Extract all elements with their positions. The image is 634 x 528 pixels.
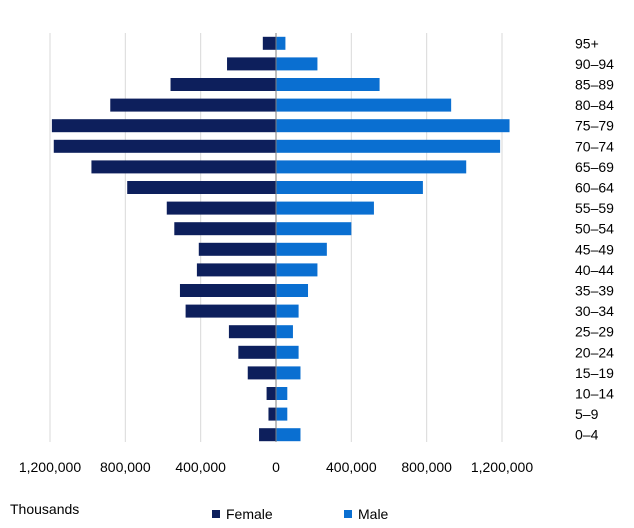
x-tick-label-4: 400,000 [326, 459, 377, 475]
bar-male-4 [276, 119, 510, 133]
x-tick-labels: 1,200,000 800,000 400,000 0 400,000 800,000 1,… [19, 459, 533, 475]
y-tick-label-16: 15–19 [575, 365, 614, 381]
bar-female-17 [266, 387, 276, 400]
bar-male-0 [276, 36, 286, 50]
bar-male-3 [276, 98, 452, 112]
bar-male-7 [276, 181, 423, 194]
bar-male-12 [276, 284, 309, 297]
bar-male-16 [276, 366, 301, 380]
bar-female-6 [91, 160, 276, 174]
bar-female-9 [174, 222, 276, 236]
bar-male-13 [276, 304, 299, 318]
bar-female-11 [196, 263, 276, 277]
bars [51, 36, 510, 442]
legend-swatch-female [212, 510, 220, 518]
bar-male-9 [276, 222, 352, 236]
y-tick-label-15: 20–24 [575, 344, 614, 360]
bar-female-4 [51, 119, 277, 133]
bar-male-14 [276, 325, 293, 339]
y-tick-label-19: 0–4 [575, 427, 599, 443]
x-tick-label-3: 0 [272, 459, 280, 475]
legend-swatch-male [344, 510, 352, 518]
y-tick-label-17: 10–14 [575, 386, 614, 402]
bar-female-13 [185, 304, 276, 318]
y-tick-label-0: 95+ [575, 35, 599, 51]
y-tick-label-9: 50–54 [575, 221, 614, 237]
bar-female-12 [179, 284, 276, 297]
units-label: Thousands [10, 501, 80, 517]
legend-item-female: Female [212, 506, 273, 522]
y-tick-label-11: 40–44 [575, 262, 614, 278]
y-tick-label-1: 90–94 [575, 56, 614, 72]
bar-female-19 [259, 428, 276, 442]
x-tick-label-6: 1,200,000 [471, 459, 533, 475]
bar-male-19 [276, 428, 301, 442]
x-tick-label-2: 400,000 [175, 459, 226, 475]
y-tick-label-14: 25–29 [575, 324, 614, 340]
bar-male-10 [276, 242, 327, 256]
legend-label-male: Male [358, 506, 389, 522]
x-tick-label-0: 1,200,000 [19, 459, 81, 475]
y-tick-label-12: 35–39 [575, 283, 614, 299]
bar-male-1 [276, 57, 318, 71]
y-tick-label-2: 85–89 [575, 77, 614, 93]
bar-male-15 [276, 345, 299, 359]
y-tick-label-8: 55–59 [575, 200, 614, 216]
bar-male-17 [276, 387, 288, 400]
bar-female-5 [53, 139, 277, 153]
bar-male-11 [276, 263, 318, 277]
bar-male-6 [276, 160, 467, 174]
legend-label-female: Female [226, 506, 273, 522]
bar-female-2 [170, 78, 276, 91]
bar-female-3 [110, 98, 277, 112]
y-tick-label-18: 5–9 [575, 406, 599, 422]
y-tick-label-6: 65–69 [575, 159, 614, 175]
bar-female-18 [268, 407, 276, 421]
bar-male-2 [276, 78, 380, 91]
y-tick-label-13: 30–34 [575, 303, 614, 319]
bar-female-14 [228, 325, 276, 339]
bar-female-10 [198, 242, 276, 256]
legend-item-male: Male [344, 506, 388, 522]
bar-male-18 [276, 407, 288, 421]
x-tick-label-1: 800,000 [100, 459, 151, 475]
y-tick-label-3: 80–84 [575, 97, 614, 113]
y-tick-labels: 95+ 90–94 85–89 80–84 75–79 70–74 65–69 60–64 55… [575, 35, 614, 442]
bar-female-7 [127, 181, 276, 194]
bar-male-8 [276, 201, 374, 215]
bar-female-16 [247, 366, 276, 380]
bar-female-0 [262, 36, 276, 50]
bar-male-5 [276, 139, 501, 153]
y-tick-label-5: 70–74 [575, 138, 614, 154]
bar-female-1 [227, 57, 276, 71]
y-tick-label-4: 75–79 [575, 118, 614, 134]
bar-female-15 [238, 345, 276, 359]
y-tick-label-10: 45–49 [575, 241, 614, 257]
y-tick-label-7: 60–64 [575, 180, 614, 196]
bar-female-8 [166, 201, 276, 215]
x-tick-label-5: 800,000 [401, 459, 452, 475]
